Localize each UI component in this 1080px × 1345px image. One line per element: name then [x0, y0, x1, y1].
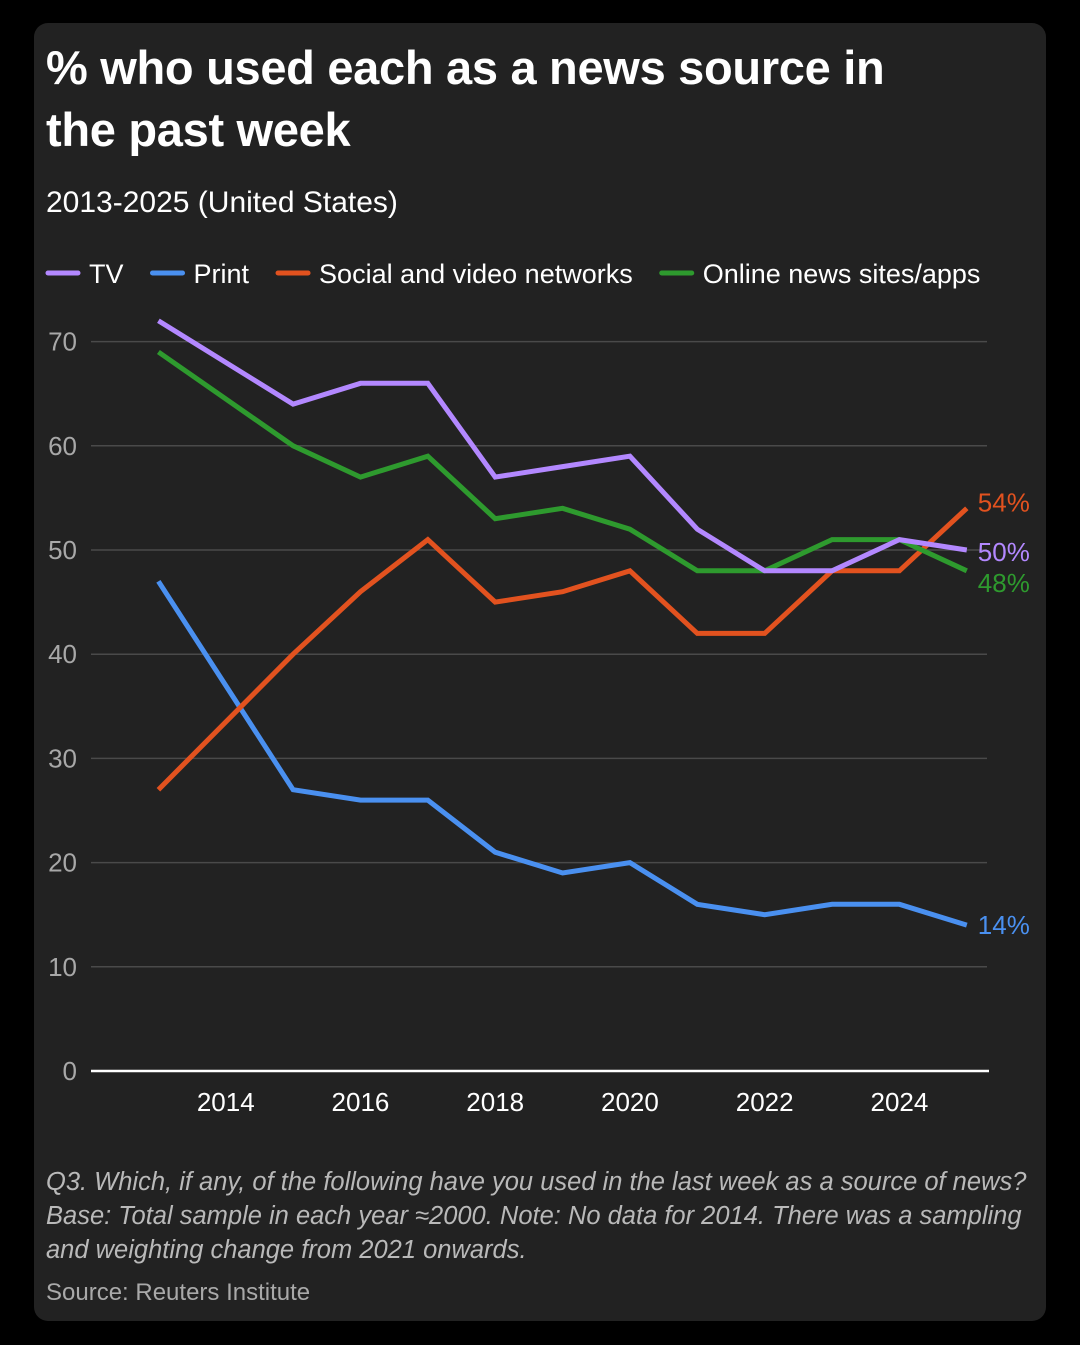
y-tick-label: 70: [48, 327, 77, 357]
x-tick-label: 2024: [870, 1087, 928, 1117]
series-line-print: [156, 579, 968, 928]
y-axis: 0 10 20 30 40 50 60 70: [48, 327, 77, 1086]
chart-title: % who used each as a news source in the …: [46, 41, 885, 156]
legend-item-print: Print: [150, 259, 250, 289]
x-tick-label: 2016: [332, 1087, 390, 1117]
x-tick-label: 2022: [736, 1087, 794, 1117]
y-tick-label: 50: [48, 535, 77, 565]
chart-card: % who used each as a news source in the …: [34, 23, 1046, 1321]
y-tick-label: 30: [48, 743, 77, 773]
y-tick-label: 10: [48, 952, 77, 982]
line-chart: TV Print Social and video networks Online n…: [45, 259, 1030, 1117]
end-label-online-news-sites-apps: 48%: [978, 568, 1030, 598]
series-line-tv: [157, 318, 968, 574]
series-line-online-news-sites-apps: [156, 349, 968, 574]
y-tick-label: 40: [48, 639, 77, 669]
gridlines: [91, 340, 989, 1073]
x-tick-label: 2020: [601, 1087, 659, 1117]
legend-item-online-news-sites-apps: Online news sites/apps: [659, 259, 981, 289]
legend-label: TV: [89, 259, 124, 289]
chart-subtitle: 2013-2025 (United States): [46, 186, 398, 219]
y-tick-label: 20: [48, 848, 77, 878]
legend: TV Print Social and video networks Online n…: [45, 259, 981, 289]
end-label-tv: 50%: [978, 537, 1030, 567]
series-line-social-and-video-networks: [156, 506, 969, 792]
y-tick-label: 60: [48, 431, 77, 461]
source-credit: Source: Reuters Institute: [46, 1279, 311, 1306]
x-tick-label: 2018: [466, 1087, 524, 1117]
series-lines: [156, 318, 969, 928]
survey-note: Q3. Which, if any, of the following have…: [46, 1168, 1027, 1264]
x-tick-label: 2014: [197, 1087, 255, 1117]
end-labels: 50% 14% 54% 48%: [978, 487, 1030, 940]
x-axis: 2014 2016 2018 2020 2022 2024: [197, 1087, 929, 1117]
legend-label: Print: [194, 259, 250, 289]
end-label-social-and-video-networks: 54%: [978, 487, 1030, 517]
legend-item-tv: TV: [45, 259, 124, 289]
legend-item-social-and-video-networks: Social and video networks: [275, 259, 633, 289]
legend-label: Social and video networks: [319, 259, 633, 289]
y-tick-label: 0: [63, 1056, 77, 1086]
end-label-print: 14%: [978, 910, 1030, 940]
legend-label: Online news sites/apps: [703, 259, 981, 289]
